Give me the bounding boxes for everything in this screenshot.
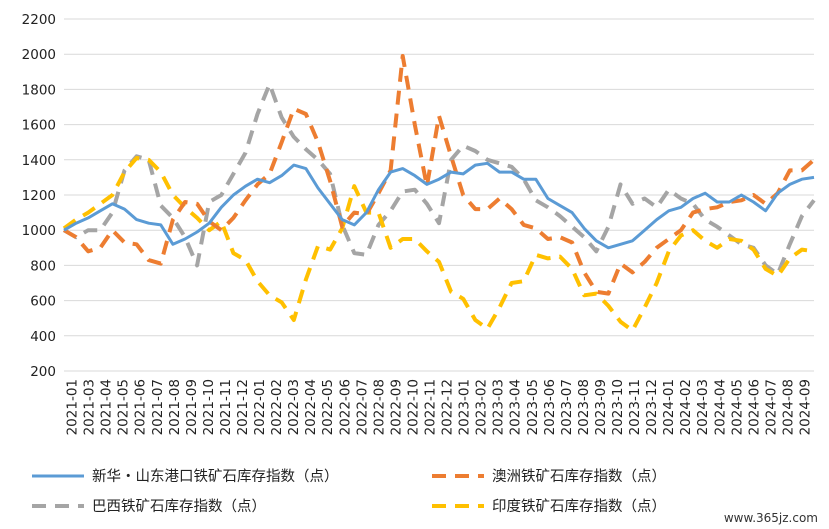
legend-label: 巴西铁矿石库存指数（点） (92, 498, 266, 515)
y-axis-ticks: 200 400 600 800 1000 1200 1400 1600 1800 2000 2200 (22, 12, 56, 380)
x-tick-label: 2021-08 (167, 379, 183, 435)
x-tick-label: 2021-07 (150, 379, 166, 435)
grid (64, 18, 814, 372)
x-tick-label: 2021-12 (235, 379, 251, 435)
legend-label: 新华・山东港口铁矿石库存指数（点） (92, 468, 339, 485)
x-tick-label: 2022-01 (252, 379, 268, 435)
y-tick-label: 600 (30, 294, 56, 310)
x-tick-label: 2022-05 (320, 379, 336, 435)
x-tick-label: 2024-08 (780, 379, 796, 435)
x-tick-label: 2023-09 (593, 379, 609, 435)
x-tick-label: 2021-10 (201, 379, 217, 435)
x-tick-label: 2021-01 (65, 379, 81, 435)
x-tick-label: 2022-07 (354, 379, 370, 435)
y-tick-label: 1400 (22, 153, 56, 169)
x-tick-label: 2023-01 (457, 379, 473, 435)
y-tick-label: 800 (30, 258, 56, 274)
x-tick-label: 2024-03 (695, 379, 711, 435)
y-tick-label: 2000 (22, 47, 56, 63)
x-tick-label: 2022-10 (405, 379, 421, 435)
x-tick-label: 2021-06 (133, 379, 149, 435)
y-tick-label: 400 (30, 329, 56, 345)
x-tick-label: 2024-01 (661, 379, 677, 435)
x-tick-label: 2022-09 (388, 379, 404, 435)
x-tick-label: 2023-05 (525, 379, 541, 435)
x-tick-label: 2023-04 (508, 379, 524, 435)
x-tick-label: 2021-05 (116, 379, 132, 435)
series-line-1 (63, 161, 815, 250)
x-tick-label: 2021-04 (99, 379, 115, 435)
x-tick-label: 2023-02 (474, 379, 490, 435)
x-tick-label: 2023-12 (644, 379, 660, 435)
x-tick-label: 2022-11 (422, 379, 438, 435)
x-tick-label: 2022-03 (286, 379, 302, 435)
x-tick-label: 2023-11 (627, 379, 643, 435)
series-line-2 (62, 54, 816, 296)
x-tick-label: 2024-04 (712, 379, 728, 435)
series-line-3 (62, 82, 816, 277)
x-axis-ticks: 2021-01 2021-03 2021-04 2021-05 2021-06 2021-… (65, 379, 814, 435)
x-tick-label: 2022-04 (303, 379, 319, 435)
series (62, 54, 816, 333)
legend-label: 印度铁矿石库存指数（点） (492, 498, 666, 515)
x-tick-label: 2022-06 (337, 379, 353, 435)
legend: 新华・山东港口铁矿石库存指数（点） 澳洲铁矿石库存指数（点） 巴西铁矿石库存指数（点… (32, 468, 666, 515)
x-tick-label: 2023-08 (576, 379, 592, 435)
x-tick-label: 2024-07 (763, 379, 779, 435)
x-tick-label: 2022-12 (440, 379, 456, 435)
series-line-4 (62, 156, 815, 333)
y-tick-label: 2200 (22, 12, 56, 28)
x-tick-label: 2022-02 (269, 379, 285, 435)
x-tick-label: 2024-09 (797, 379, 813, 435)
x-tick-label: 2024-05 (729, 379, 745, 435)
x-tick-label: 2023-06 (542, 379, 558, 435)
x-tick-label: 2024-06 (746, 379, 762, 435)
y-tick-label: 1600 (22, 118, 56, 134)
y-tick-label: 1800 (22, 82, 56, 98)
legend-label: 澳洲铁矿石库存指数（点） (492, 468, 666, 485)
y-tick-label: 200 (30, 364, 56, 380)
x-tick-label: 2023-07 (559, 379, 575, 435)
x-tick-label: 2023-10 (610, 379, 626, 435)
watermark: www.365jz.com (724, 511, 818, 525)
x-tick-label: 2023-03 (491, 379, 507, 435)
x-tick-label: 2021-03 (82, 379, 98, 435)
y-tick-label: 1000 (22, 223, 56, 239)
x-tick-label: 2024-02 (678, 379, 694, 435)
y-tick-label: 1200 (22, 188, 56, 204)
x-tick-label: 2022-08 (371, 379, 387, 435)
x-tick-label: 2021-09 (184, 379, 200, 435)
x-tick-label: 2021-11 (218, 379, 234, 435)
